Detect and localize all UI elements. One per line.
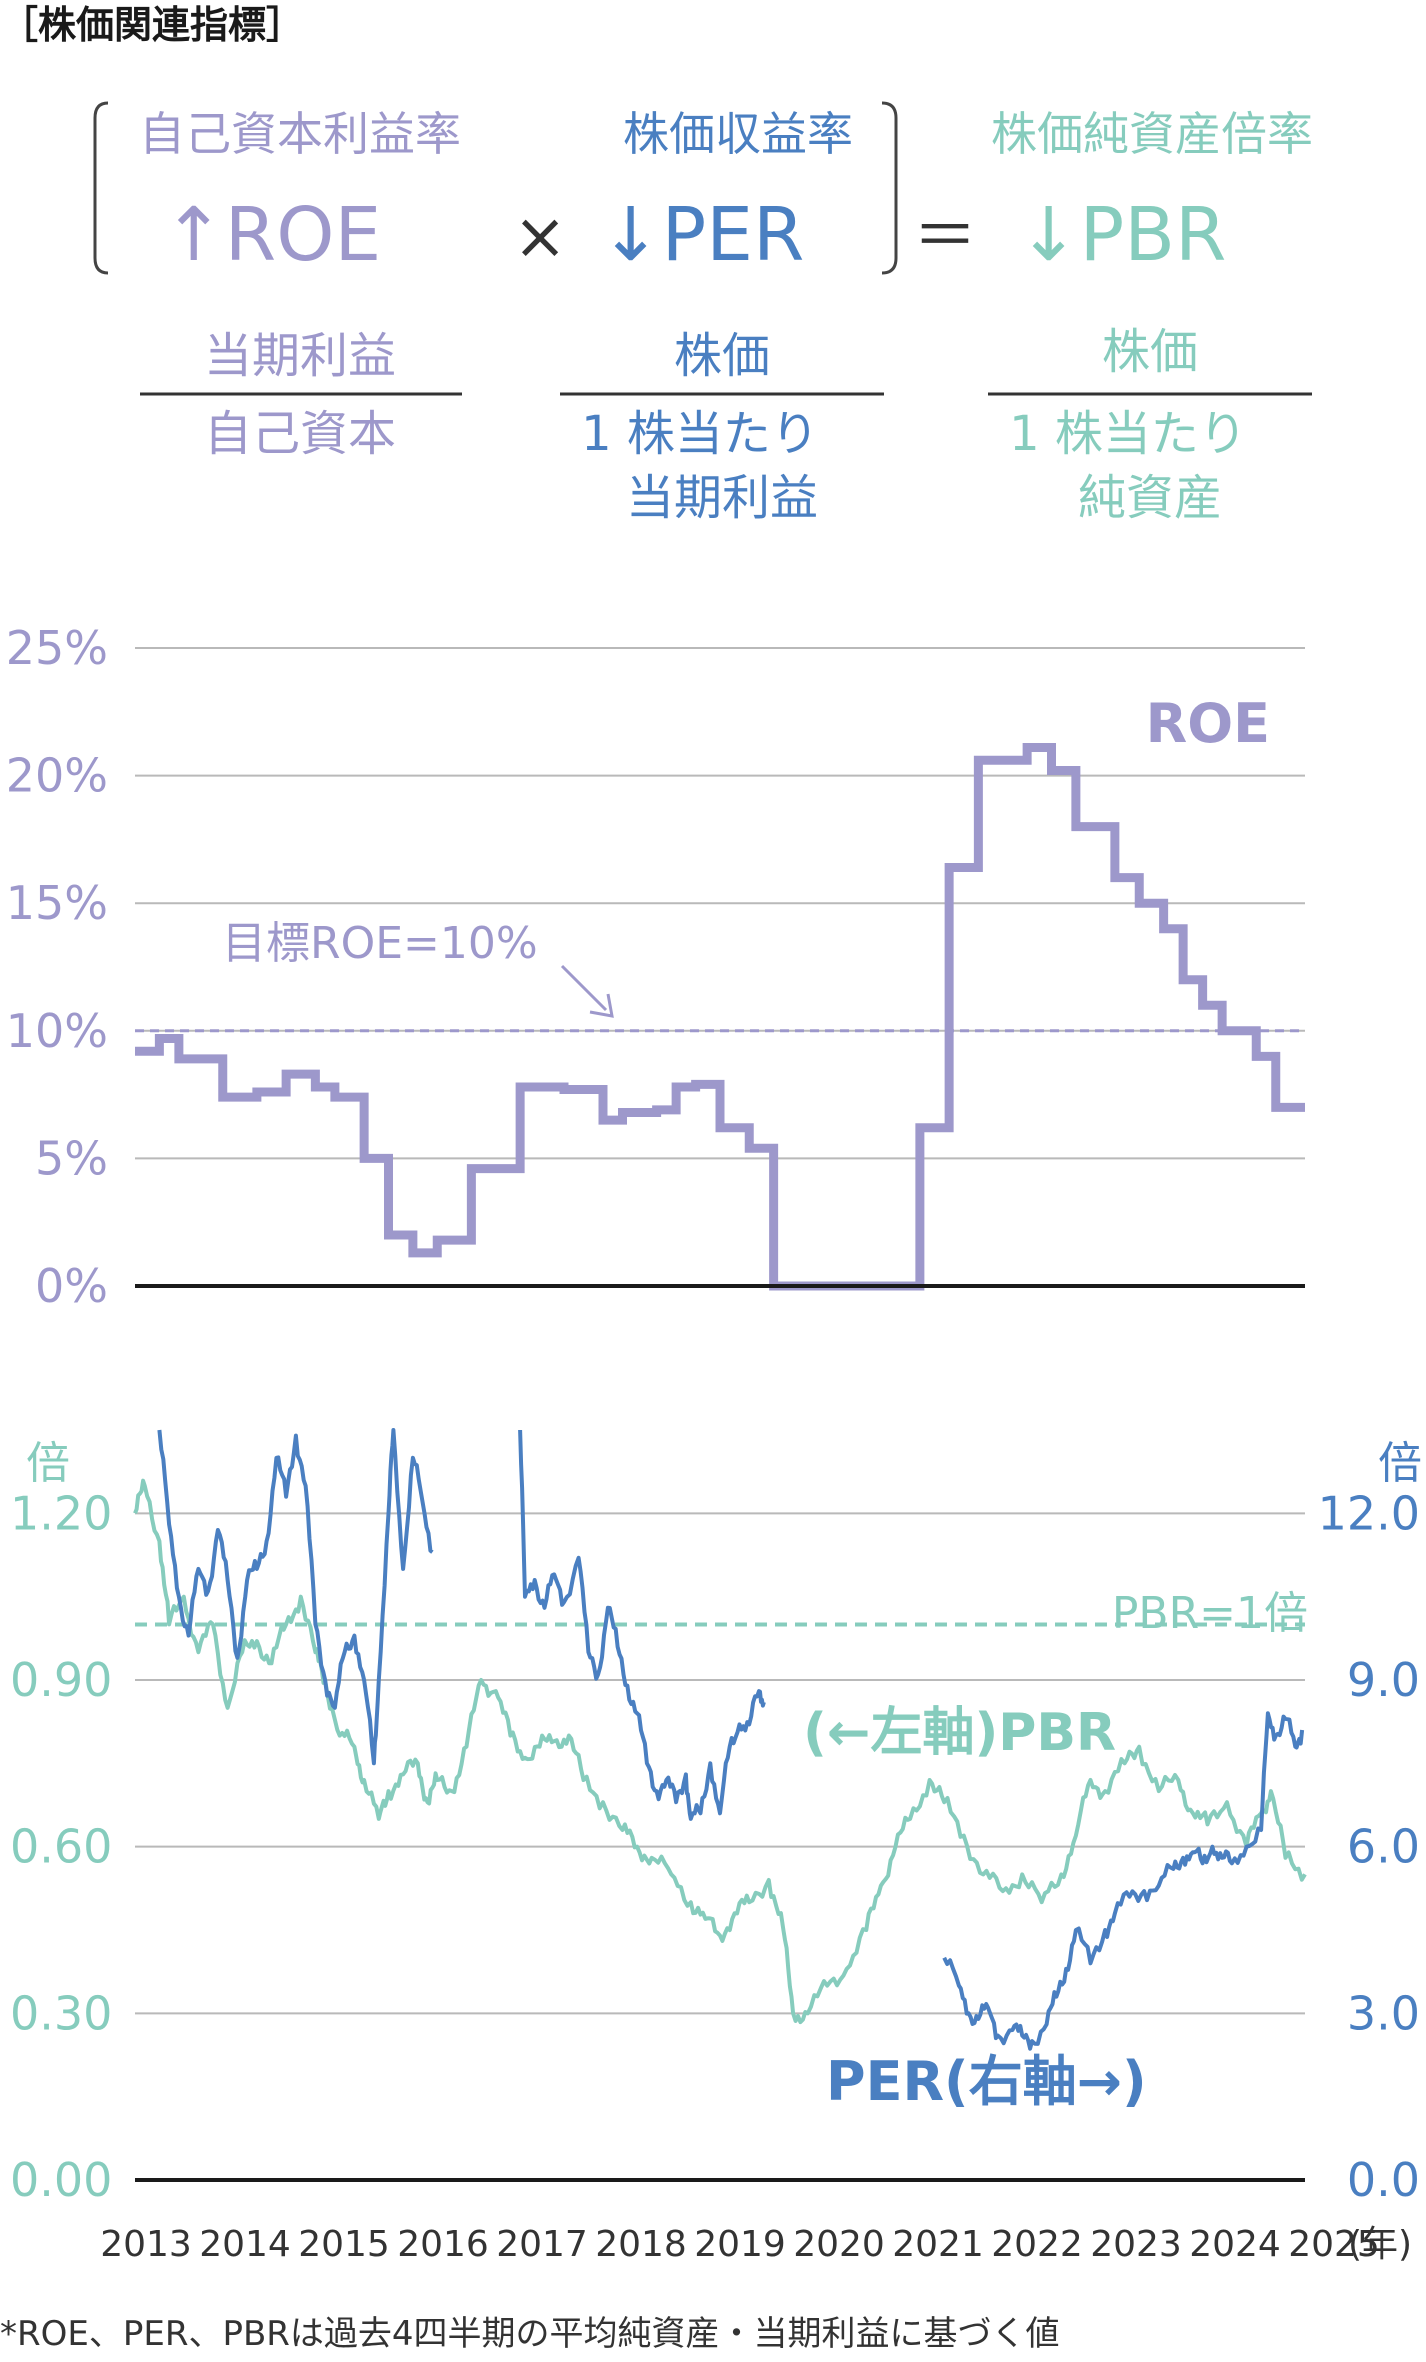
pbr-y-tick-label: 0.60 [10,1820,112,1874]
x-tick-label: 2015 [298,2224,390,2265]
x-tick-label: 2020 [793,2224,885,2265]
roe-chart: 25% 20% 15% 10% 5% 0% 目標ROE=10% ROE [6,621,1305,1313]
pbr-abbr: ↓PBR [1018,192,1227,278]
per-y-tick-label: 12.0 [1318,1486,1420,1540]
per-name: 株価収益率 [623,107,853,161]
roe-y-tick-label: 25% [6,621,108,675]
per-series-lines [157,1428,1305,2051]
per-y-tick-label: 3.0 [1347,1986,1420,2040]
x-tick-label: 2017 [496,2224,588,2265]
roe-abbr: ↑ROE [163,192,381,278]
per-denominator-line1: 1 株当たり [581,406,819,462]
times-sign: × [513,200,567,274]
formula-block: 自己資本利益率 ↑ROE × 株価収益率 ↓PER ＝ 株価純資産倍率 ↓PBR… [93,101,1313,526]
pbr-name: 株価純資産倍率 [991,107,1313,161]
pbr-y-tick-label: 1.20 [10,1486,112,1540]
per-abbr: ↓PER [600,192,805,278]
x-tick-label: 2013 [100,2224,192,2265]
pbr-y-axis-ticks: 1.20 0.90 0.60 0.30 0.00 [10,1486,112,2207]
roe-target-label: 目標ROE=10% [222,918,538,969]
x-tick-label: 2018 [595,2224,687,2265]
x-tick-label: 2025 [1288,2224,1380,2265]
x-axis-unit: (年) [1348,2224,1412,2265]
per-series-segment [942,1711,1305,2051]
per-y-axis-ticks: 12.0 9.0 6.0 3.0 0.0 [1318,1486,1420,2207]
formula-bracket-left [93,101,109,275]
pbr-y-tick-label: 0.00 [10,2153,112,2207]
pbr-series-label: (←左軸)PBR [803,1703,1116,1763]
roe-y-tick-label: 5% [35,1131,108,1185]
pbr-series-line [133,1478,1307,2025]
pbr-numerator: 株価 [1102,324,1198,380]
roe-series-label: ROE [1146,692,1270,755]
formula-bracket-right [881,101,898,275]
chart-heading: ［株価関連指標］ [0,3,304,47]
roe-denominator: 自己資本 [204,406,396,462]
roe-y-tick-label: 15% [6,876,108,930]
roe-y-tick-label: 0% [35,1259,108,1313]
per-y-tick-label: 0.0 [1347,2153,1420,2207]
x-tick-label: 2023 [1090,2224,1182,2265]
roe-target-arrow [560,964,614,1018]
pbr-reference-label: PBR=1倍 [1112,1588,1308,1639]
x-tick-label: 2022 [991,2224,1083,2265]
x-tick-label: 2019 [694,2224,786,2265]
right-axis-unit: 倍 [1378,1438,1422,1489]
roe-y-tick-label: 20% [6,749,108,803]
per-numerator: 株価 [674,328,770,384]
x-tick-label: 2016 [397,2224,489,2265]
pbr-denominator-line2: 純資産 [1078,470,1222,526]
per-series-segment [518,1429,766,1821]
per-series-segment [157,1428,434,1766]
pbr-y-tick-label: 0.30 [10,1986,112,2040]
pp-gridlines [135,1512,1305,2015]
roe-numerator: 当期利益 [204,328,396,384]
pbr-per-chart: 1.200.900.600.300.00 12.09.06.03.00.0 倍 … [10,1428,1422,2265]
footnote: *ROE、PER、PBRは過去4四半期の平均純資産・当期利益に基づく値 [0,2314,1060,2354]
roe-y-tick-label: 10% [6,1004,108,1058]
roe-series-line [135,743,1305,1291]
pbr-denominator-line1: 1 株当たり [1009,406,1247,462]
per-series-label: PER(右軸→) [826,2050,1147,2113]
roe-y-axis-ticks: 25% 20% 15% 10% 5% 0% [6,621,108,1313]
per-denominator-line2: 当期利益 [626,470,818,526]
x-tick-label: 2024 [1189,2224,1281,2265]
roe-name: 自己資本利益率 [139,107,461,161]
x-tick-label: 2014 [199,2224,291,2265]
x-tick-label: 2021 [892,2224,984,2265]
per-y-tick-label: 9.0 [1347,1653,1420,1707]
pbr-y-tick-label: 0.90 [10,1653,112,1707]
equals-sign: ＝ [913,200,977,274]
left-axis-unit: 倍 [26,1438,70,1489]
per-y-tick-label: 6.0 [1347,1820,1420,1874]
x-axis-ticks: 2013 2014 2015 2016 2017 2018 2019 2020 2021 2022… [100,2224,1380,2265]
